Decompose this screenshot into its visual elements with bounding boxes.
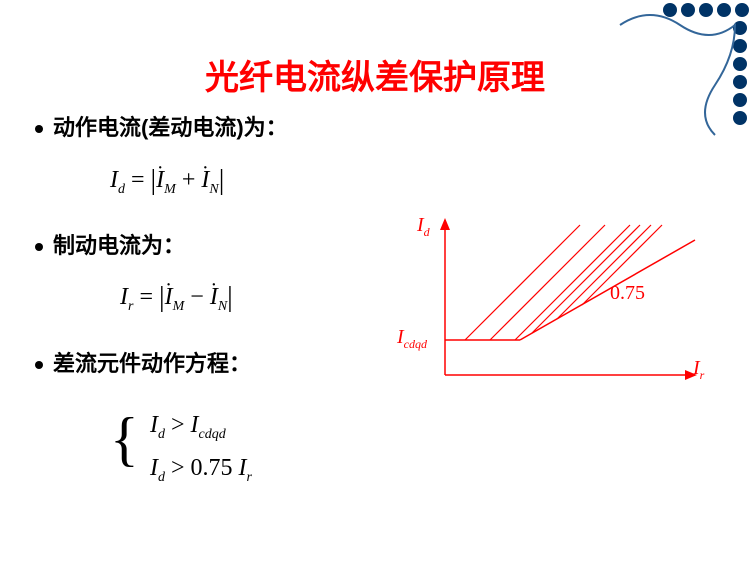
formula-action-current: Id = |IM + IN| — [110, 165, 224, 198]
bullet-restraint-current: 制动电流为： — [35, 228, 185, 260]
bullet-text: 制动电流为： — [53, 233, 185, 258]
bullet-dot — [35, 125, 43, 133]
page-title: 光纤电流纵差保护原理 — [0, 50, 750, 99]
formula-condition-1: Id > Icdqd — [150, 412, 226, 443]
brace-icon: { — [110, 405, 139, 474]
chart-svg — [405, 210, 705, 385]
slope-label: 0.75 — [610, 282, 645, 305]
formula-restraint-current: Ir = |IM − IN| — [120, 282, 233, 315]
bullet-text: 动作电流(差动电流)为： — [53, 115, 288, 140]
bullet-dot — [35, 243, 43, 251]
bullet-operation-equation: 差流元件动作方程： — [35, 346, 251, 378]
formula-condition-2: Id > 0.75 Ir — [150, 455, 252, 486]
x-axis-label: Ir — [693, 357, 704, 383]
bullet-action-current: 动作电流(差动电流)为： — [35, 110, 288, 142]
y-axis-label: Id — [417, 214, 430, 240]
threshold-label: Icdqd — [397, 326, 427, 352]
bullet-text: 差流元件动作方程： — [53, 351, 251, 376]
bullet-dot — [35, 361, 43, 369]
differential-characteristic-chart: Id Ir Icdqd 0.75 — [405, 210, 705, 385]
